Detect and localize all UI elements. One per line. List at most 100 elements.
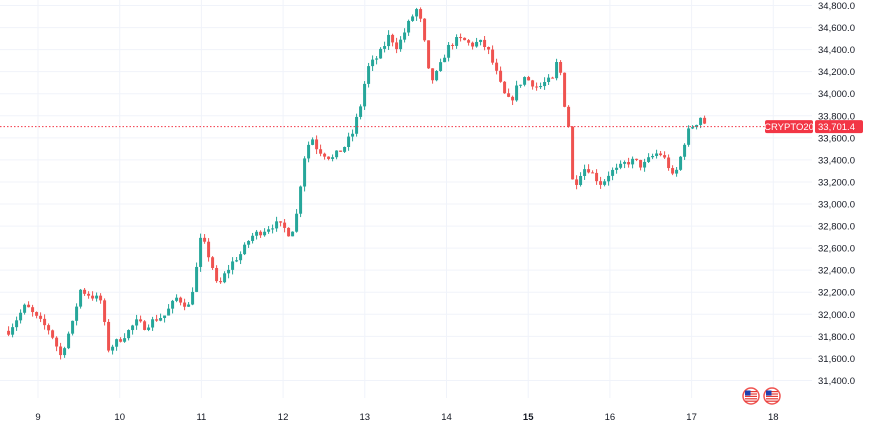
y-tick-label: 32,800.0 bbox=[818, 222, 855, 233]
candle-body bbox=[303, 158, 307, 187]
candle-body bbox=[23, 304, 27, 313]
candle-body bbox=[255, 231, 259, 236]
candle-body bbox=[455, 37, 459, 46]
candle-body bbox=[471, 42, 475, 47]
candle-body bbox=[163, 315, 167, 319]
candle-body bbox=[183, 302, 187, 307]
candle-body bbox=[267, 229, 271, 232]
x-tick-label: 15 bbox=[523, 412, 534, 423]
candle-body bbox=[151, 319, 155, 328]
candle-body bbox=[443, 57, 447, 63]
candle-body bbox=[523, 77, 527, 85]
candle-body bbox=[575, 179, 579, 185]
us-flag-icon[interactable] bbox=[742, 387, 760, 405]
candle-body bbox=[11, 327, 15, 335]
candle-body bbox=[203, 237, 207, 242]
x-tick-label: 16 bbox=[605, 412, 616, 423]
candle-body bbox=[643, 161, 647, 168]
x-tick-label: 12 bbox=[278, 412, 289, 423]
last-price-label: 33,701.4 bbox=[818, 122, 855, 133]
candle-body bbox=[699, 117, 703, 125]
candle-body bbox=[7, 330, 11, 335]
candle-body bbox=[411, 16, 415, 21]
candle-body bbox=[287, 227, 291, 237]
candle-body bbox=[671, 168, 675, 174]
candle-body bbox=[407, 20, 411, 33]
candle-body bbox=[639, 159, 643, 168]
candle-body bbox=[483, 39, 487, 48]
candle-body bbox=[119, 339, 123, 342]
candle-body bbox=[647, 157, 651, 162]
candle-body bbox=[51, 330, 55, 338]
candle-body bbox=[83, 289, 87, 294]
candle-body bbox=[283, 222, 287, 228]
candle-body bbox=[543, 82, 547, 87]
candle-body bbox=[79, 289, 83, 307]
candle-body bbox=[515, 85, 519, 101]
candle-body bbox=[395, 42, 399, 50]
candles bbox=[7, 7, 707, 360]
candle-body bbox=[91, 295, 95, 299]
candle-body bbox=[555, 62, 559, 79]
y-tick-label: 33,400.0 bbox=[818, 155, 855, 166]
candle-body bbox=[299, 186, 303, 214]
candle-body bbox=[687, 128, 691, 145]
candle-body bbox=[659, 153, 663, 156]
candle-body bbox=[235, 260, 239, 262]
y-axis[interactable]: 31,400.0 31,600.0 31,800.0 32,000.0 32,200.0… bbox=[818, 1, 855, 387]
candle-body bbox=[131, 325, 135, 331]
candle-body bbox=[539, 86, 543, 88]
candle-body bbox=[107, 321, 111, 351]
candle-body bbox=[311, 139, 315, 145]
candle-body bbox=[227, 269, 231, 274]
candle-body bbox=[331, 157, 335, 159]
candle-body bbox=[419, 9, 423, 19]
candle-body bbox=[123, 338, 127, 342]
candle-body bbox=[403, 32, 407, 40]
symbol-label: CRYPTO20 bbox=[764, 122, 814, 133]
y-tick-label: 33,000.0 bbox=[818, 200, 855, 211]
event-icons[interactable] bbox=[742, 387, 781, 405]
candle-body bbox=[519, 84, 523, 86]
candle-body bbox=[127, 330, 131, 339]
candle-body bbox=[591, 172, 595, 174]
x-tick-label: 11 bbox=[196, 412, 206, 423]
candle-body bbox=[703, 117, 707, 124]
candle-body bbox=[599, 181, 603, 185]
candle-body bbox=[527, 77, 531, 81]
candle-body bbox=[231, 261, 235, 270]
candle-body bbox=[355, 116, 359, 134]
candle-body bbox=[143, 321, 147, 330]
candle-body bbox=[315, 139, 319, 150]
candle-body bbox=[259, 231, 263, 236]
candle-body bbox=[335, 150, 339, 158]
y-tick-label: 33,800.0 bbox=[818, 111, 855, 122]
candle-body bbox=[275, 221, 279, 229]
candle-body bbox=[239, 254, 243, 261]
candle-body bbox=[263, 231, 267, 236]
candle-body bbox=[623, 162, 627, 164]
candle-body bbox=[415, 9, 419, 17]
candle-body bbox=[223, 273, 227, 283]
candle-body bbox=[31, 307, 35, 313]
candle-body bbox=[139, 319, 143, 322]
last-price-badge bbox=[815, 120, 863, 134]
y-tick-label: 34,400.0 bbox=[818, 45, 855, 56]
candle-body bbox=[171, 300, 175, 309]
candle-body bbox=[251, 235, 255, 241]
candle-body bbox=[423, 18, 427, 41]
candle-body bbox=[115, 339, 119, 347]
symbol-badge bbox=[765, 120, 813, 134]
candle-body bbox=[71, 320, 75, 334]
candle-body bbox=[379, 48, 383, 59]
candle-body bbox=[179, 297, 183, 303]
candle-body bbox=[655, 153, 659, 156]
candle-body bbox=[271, 228, 275, 230]
candle-body bbox=[491, 49, 495, 63]
candle-body bbox=[559, 62, 563, 73]
candle-body bbox=[111, 346, 115, 351]
candle-body bbox=[15, 320, 19, 328]
us-flag-icon[interactable] bbox=[763, 387, 781, 405]
candle-body bbox=[99, 295, 103, 301]
x-axis[interactable]: 9 10 11 12 13 14 15 16 17 18 bbox=[35, 412, 778, 423]
